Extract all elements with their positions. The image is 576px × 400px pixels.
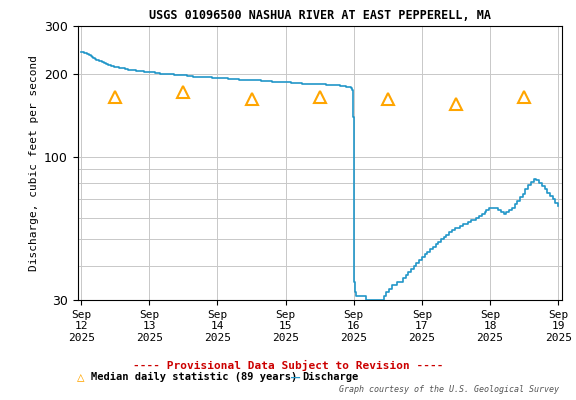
Text: △: △ xyxy=(77,371,85,384)
Text: Graph courtesy of the U.S. Geological Survey: Graph courtesy of the U.S. Geological Su… xyxy=(339,385,559,394)
Title: USGS 01096500 NASHUA RIVER AT EAST PEPPERELL, MA: USGS 01096500 NASHUA RIVER AT EAST PEPPE… xyxy=(149,9,491,22)
Text: —: — xyxy=(291,370,300,385)
Text: Discharge: Discharge xyxy=(302,372,359,382)
Text: ---- Provisional Data Subject to Revision ----: ---- Provisional Data Subject to Revisio… xyxy=(132,360,444,371)
Y-axis label: Discharge, cubic feet per second: Discharge, cubic feet per second xyxy=(29,55,39,271)
Text: Median daily statistic (89 years): Median daily statistic (89 years) xyxy=(91,372,297,382)
